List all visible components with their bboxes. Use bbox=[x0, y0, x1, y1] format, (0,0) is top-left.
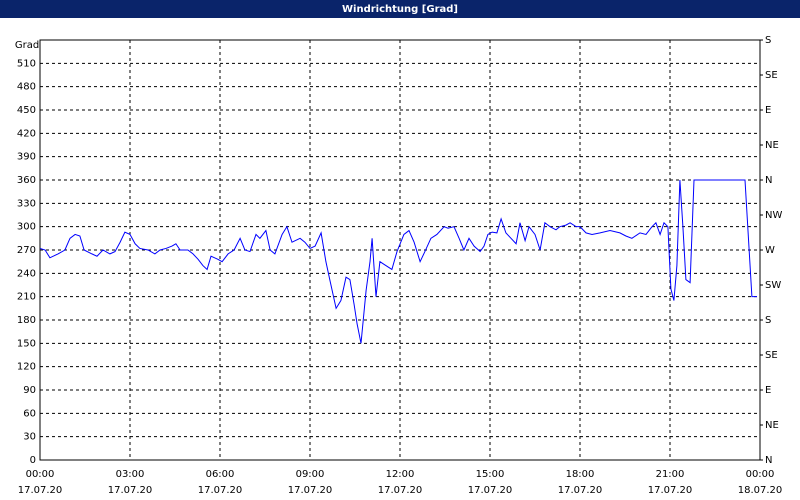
y2-tick-label: N bbox=[765, 455, 772, 466]
x-tick-label: 06:00 bbox=[206, 469, 235, 480]
x-tick-date: 17.07.20 bbox=[198, 485, 243, 496]
chart-title: Windrichtung [Grad] bbox=[342, 4, 458, 15]
x-tick-label: 18:00 bbox=[566, 469, 595, 480]
y-tick-label: 60 bbox=[23, 408, 36, 419]
x-tick-label: 09:00 bbox=[296, 469, 325, 480]
y2-tick-label: NW bbox=[765, 210, 782, 221]
x-tick-date: 17.07.20 bbox=[108, 485, 153, 496]
y-axis-label: Grad bbox=[15, 40, 39, 51]
x-tick-date: 17.07.20 bbox=[378, 485, 423, 496]
x-tick-date: 17.07.20 bbox=[648, 485, 693, 496]
x-tick-label: 00:00 bbox=[26, 469, 55, 480]
x-tick-label: 21:00 bbox=[656, 469, 685, 480]
y-tick-label: 300 bbox=[17, 222, 36, 233]
y-tick-label: 480 bbox=[17, 82, 36, 93]
y2-tick-label: N bbox=[765, 175, 772, 186]
y-tick-label: 330 bbox=[17, 198, 36, 209]
y-tick-label: 450 bbox=[17, 105, 36, 116]
y-tick-label: 90 bbox=[23, 385, 36, 396]
y2-tick-label: SW bbox=[765, 280, 781, 291]
y2-tick-label: E bbox=[765, 385, 771, 396]
y-tick-label: 120 bbox=[17, 362, 36, 373]
title-bar bbox=[0, 0, 800, 18]
y-tick-label: 210 bbox=[17, 292, 36, 303]
x-tick-date: 17.07.20 bbox=[558, 485, 603, 496]
x-tick-date: 17.07.20 bbox=[468, 485, 513, 496]
x-tick-label: 03:00 bbox=[116, 469, 145, 480]
y-tick-label: 420 bbox=[17, 128, 36, 139]
y2-tick-label: E bbox=[765, 105, 771, 116]
x-tick-date: 17.07.20 bbox=[288, 485, 333, 496]
y-tick-label: 360 bbox=[17, 175, 36, 186]
data-line bbox=[39, 179, 757, 344]
x-tick-label: 15:00 bbox=[476, 469, 505, 480]
y2-tick-label: S bbox=[765, 35, 771, 46]
y-tick-label: 30 bbox=[23, 432, 36, 443]
x-tick-date: 18.07.20 bbox=[738, 485, 783, 496]
y-tick-label: 150 bbox=[17, 338, 36, 349]
y2-tick-label: SE bbox=[765, 70, 778, 81]
y-tick-label: 270 bbox=[17, 245, 36, 256]
y-tick-label: 510 bbox=[17, 58, 36, 69]
y-tick-label: 390 bbox=[17, 152, 36, 163]
y2-tick-label: NE bbox=[765, 420, 779, 431]
y2-tick-label: W bbox=[765, 245, 775, 256]
x-tick-date: 17.07.20 bbox=[18, 485, 63, 496]
y-tick-label: 0 bbox=[30, 455, 36, 466]
y2-tick-label: S bbox=[765, 315, 771, 326]
y2-tick-label: SE bbox=[765, 350, 778, 361]
y-tick-label: 180 bbox=[17, 315, 36, 326]
y-tick-label: 240 bbox=[17, 268, 36, 279]
x-tick-label: 00:00 bbox=[746, 469, 775, 480]
y2-tick-label: NE bbox=[765, 140, 779, 151]
x-tick-label: 12:00 bbox=[386, 469, 415, 480]
